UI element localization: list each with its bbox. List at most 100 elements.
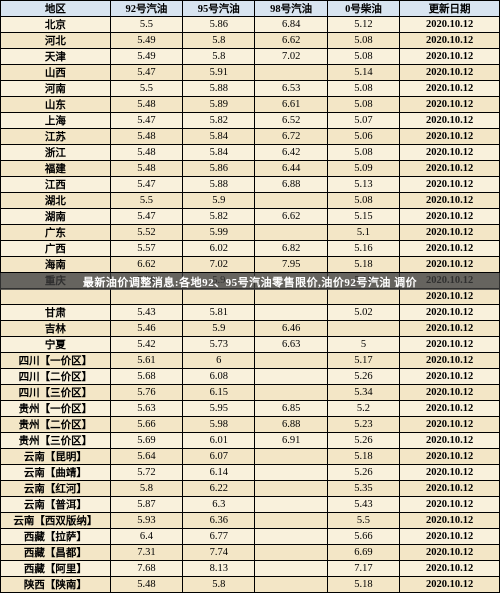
cell-price: 5.48 xyxy=(110,161,182,177)
cell-price: 5.68 xyxy=(110,368,182,384)
cell-price: 5.84 xyxy=(183,129,255,145)
cell-price: 5.73 xyxy=(183,336,255,352)
cell-price: 5.48 xyxy=(110,97,182,113)
cell-region: 西藏【阿里】 xyxy=(1,560,111,576)
fuel-price-table: 地区 92号汽油 95号汽油 98号汽油 0号柴油 更新日期 北京5.55.86… xyxy=(0,0,500,593)
table-row: 吉林5.465.96.462020.10.12 xyxy=(1,320,500,336)
cell-price xyxy=(327,289,399,305)
cell-price: 5.99 xyxy=(183,225,255,241)
cell-price: 5.23 xyxy=(327,416,399,432)
cell-date: 2020.10.12 xyxy=(400,65,500,81)
cell-region: 湖北 xyxy=(1,193,111,209)
table-row: 甘肃5.435.815.022020.10.12 xyxy=(1,304,500,320)
cell-price: 5.5 xyxy=(110,17,182,33)
header-92: 92号汽油 xyxy=(110,1,182,17)
cell-price: 5.98 xyxy=(183,416,255,432)
table-row: 四川【二价区】5.686.085.262020.10.12 xyxy=(1,368,500,384)
table-row: 云南【普洱】5.876.35.432020.10.12 xyxy=(1,496,500,512)
cell-date: 2020.10.12 xyxy=(400,17,500,33)
table-row: 北京5.55.866.845.122020.10.12 xyxy=(1,17,500,33)
cell-price: 5.42 xyxy=(110,336,182,352)
table-row: 山东5.485.896.615.082020.10.12 xyxy=(1,97,500,113)
cell-price xyxy=(255,496,327,512)
cell-price: 5.43 xyxy=(327,496,399,512)
cell-date: 2020.10.12 xyxy=(400,560,500,576)
table-row: 江苏5.485.846.725.062020.10.12 xyxy=(1,129,500,145)
cell-price: 5.08 xyxy=(327,33,399,49)
cell-date: 2020.10.12 xyxy=(400,97,500,113)
cell-price: 7.17 xyxy=(327,560,399,576)
cell-price: 5.48 xyxy=(110,576,182,592)
cell-price: 5.89 xyxy=(183,97,255,113)
cell-region: 北京 xyxy=(1,17,111,33)
cell-price: 5.17 xyxy=(327,352,399,368)
cell-region: 四川【一价区】 xyxy=(1,352,111,368)
cell-price: 5.93 xyxy=(110,512,182,528)
table-row: 天津5.495.87.025.082020.10.12 xyxy=(1,49,500,65)
cell-region: 河北 xyxy=(1,33,111,49)
cell-price: 5.49 xyxy=(110,49,182,65)
cell-price: 5.8 xyxy=(183,49,255,65)
cell-price xyxy=(255,512,327,528)
cell-date: 2020.10.12 xyxy=(400,496,500,512)
cell-price: 5.02 xyxy=(327,304,399,320)
cell-price: 5.82 xyxy=(183,209,255,225)
cell-price: 5.08 xyxy=(327,97,399,113)
cell-region: 海南 xyxy=(1,257,111,273)
cell-price: 6.07 xyxy=(183,448,255,464)
cell-date: 2020.10.12 xyxy=(400,416,500,432)
cell-price: 5.15 xyxy=(327,209,399,225)
table-row: 浙江5.485.846.425.082020.10.12 xyxy=(1,145,500,161)
cell-price: 5.18 xyxy=(327,257,399,273)
cell-price: 6.52 xyxy=(255,113,327,129)
cell-price: 5.88 xyxy=(183,81,255,97)
cell-price: 6.91 xyxy=(255,432,327,448)
cell-date: 2020.10.12 xyxy=(400,241,500,257)
cell-price xyxy=(110,289,182,305)
cell-date: 2020.10.12 xyxy=(400,432,500,448)
cell-date: 2020.10.12 xyxy=(400,225,500,241)
cell-price xyxy=(183,289,255,305)
cell-price: 5.9 xyxy=(183,320,255,336)
cell-region: 山西 xyxy=(1,65,111,81)
cell-date: 2020.10.12 xyxy=(400,464,500,480)
cell-price xyxy=(327,320,399,336)
cell-price xyxy=(255,480,327,496)
cell-price: 5.14 xyxy=(327,65,399,81)
cell-price: 5.5 xyxy=(110,193,182,209)
cell-region: 贵州【三价区】 xyxy=(1,432,111,448)
cell-region: 云南【西双版纳】 xyxy=(1,512,111,528)
cell-price xyxy=(255,289,327,305)
cell-price: 5.47 xyxy=(110,209,182,225)
cell-price: 5.26 xyxy=(327,368,399,384)
cell-price xyxy=(255,560,327,576)
cell-date: 2020.10.12 xyxy=(400,368,500,384)
cell-region: 广西 xyxy=(1,241,111,257)
table-row: 贵州【三价区】5.696.016.915.262020.10.12 xyxy=(1,432,500,448)
cell-date: 2020.10.12 xyxy=(400,81,500,97)
cell-price: 6.88 xyxy=(255,416,327,432)
cell-date: 2020.10.12 xyxy=(400,400,500,416)
cell-price: 5.26 xyxy=(327,432,399,448)
cell-price: 5.66 xyxy=(327,528,399,544)
table-row: 河南5.55.886.535.082020.10.12 xyxy=(1,81,500,97)
table-row: 上海5.475.826.525.072020.10.12 xyxy=(1,113,500,129)
cell-price xyxy=(255,464,327,480)
cell-price: 7.95 xyxy=(255,257,327,273)
cell-region: 吉林 xyxy=(1,320,111,336)
cell-price: 6.15 xyxy=(183,384,255,400)
cell-price: 6.44 xyxy=(255,161,327,177)
cell-date: 2020.10.12 xyxy=(400,336,500,352)
cell-region: 西藏【昌都】 xyxy=(1,544,111,560)
cell-date: 2020.10.12 xyxy=(400,129,500,145)
cell-price xyxy=(255,448,327,464)
cell-price: 5.47 xyxy=(110,65,182,81)
cell-price: 5.63 xyxy=(110,400,182,416)
cell-price: 6.46 xyxy=(255,320,327,336)
cell-region: 西藏【拉萨】 xyxy=(1,528,111,544)
table-row: 西藏【阿里】7.688.137.172020.10.12 xyxy=(1,560,500,576)
table-row: 云南【西双版纳】5.936.365.52020.10.12 xyxy=(1,512,500,528)
cell-region: 上海 xyxy=(1,113,111,129)
cell-region: 贵州【二价区】 xyxy=(1,416,111,432)
cell-price: 6.62 xyxy=(255,33,327,49)
